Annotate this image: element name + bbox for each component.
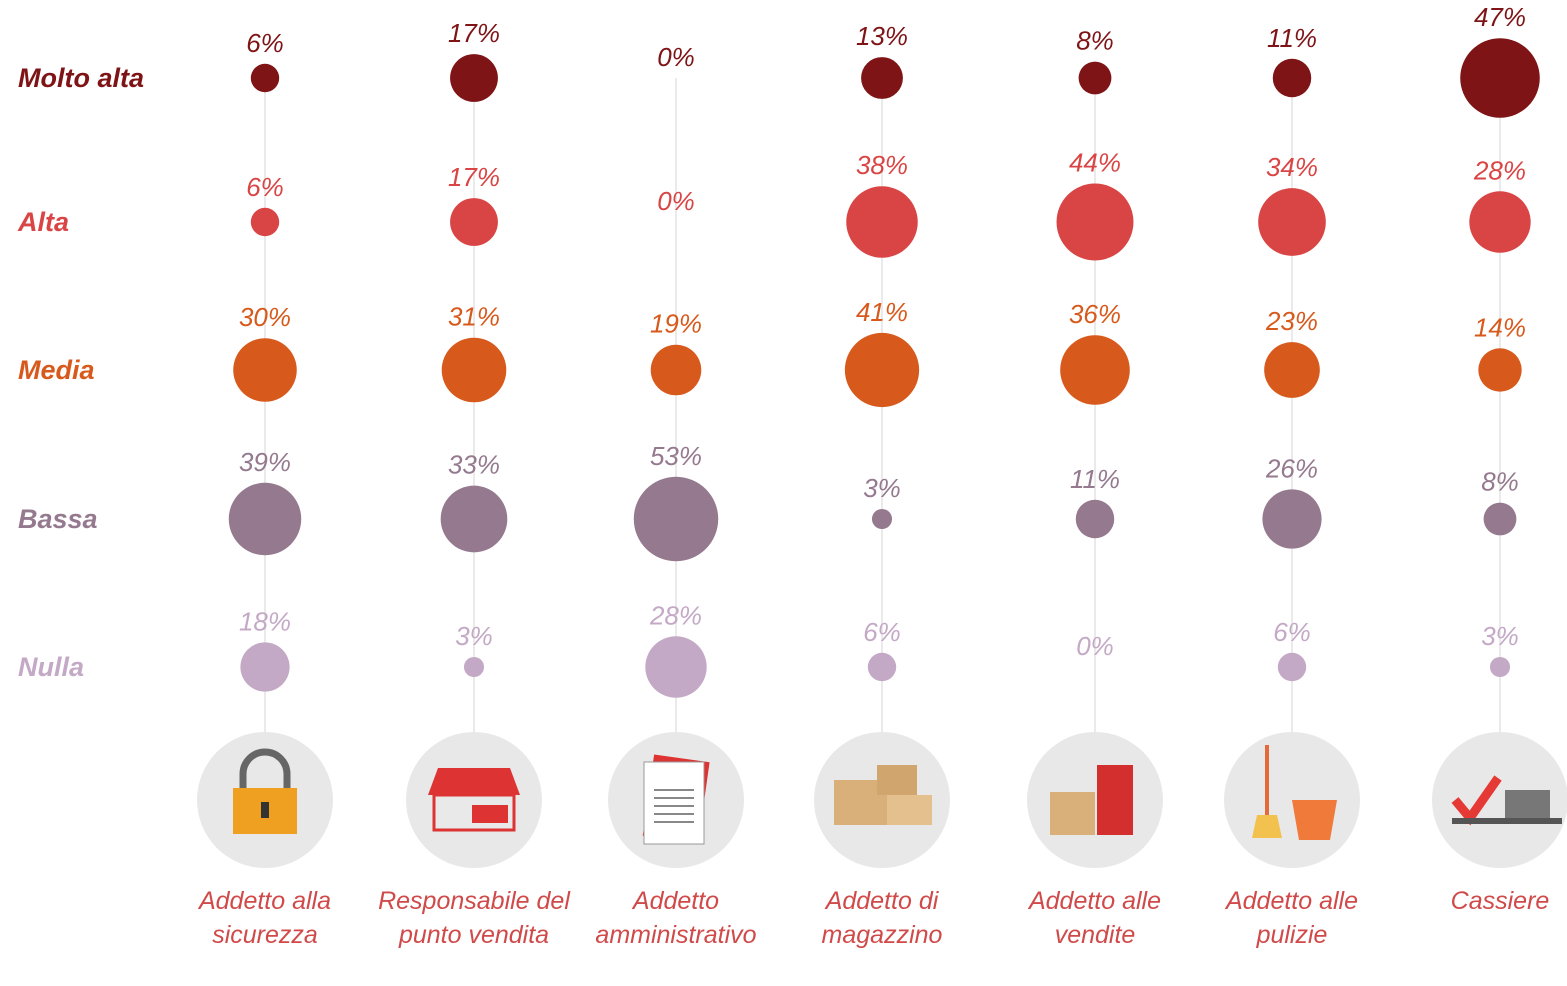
value-label: 11% (1267, 23, 1317, 53)
value-label: 6% (863, 617, 901, 647)
category-label: Addetto alle pulizie (1225, 887, 1359, 949)
bubble (844, 332, 920, 408)
bubble (250, 63, 280, 93)
value-label: 39% (239, 447, 291, 477)
bubble (250, 207, 280, 237)
bubble (1483, 502, 1517, 536)
value-label: 38% (856, 150, 908, 180)
bubble (240, 642, 290, 692)
row-label: Media (18, 355, 95, 385)
value-label: 34% (1266, 152, 1318, 182)
icon (1097, 765, 1133, 835)
value-label: 19% (650, 309, 702, 339)
icon (1252, 815, 1282, 838)
value-label: 17% (448, 162, 500, 192)
value-label: 13% (856, 21, 908, 51)
bubble (450, 54, 498, 102)
bubble (871, 508, 893, 530)
category-label: Addetto di magazzino (821, 887, 943, 949)
category-label: Addetto alla sicurezza (198, 887, 332, 949)
bubble (861, 57, 903, 99)
value-label: 14% (1474, 312, 1526, 342)
value-label: 31% (448, 302, 500, 332)
value-label: 26% (1265, 453, 1318, 483)
bubble (1258, 188, 1326, 256)
bubble (1056, 183, 1134, 261)
bubble (650, 344, 702, 396)
bubble (233, 338, 297, 402)
bubble (1460, 38, 1540, 118)
bubble (645, 636, 707, 698)
value-label: 53% (650, 441, 702, 471)
value-label: 36% (1069, 299, 1121, 329)
category-label: Addetto amministrativo (595, 887, 757, 949)
value-label: 17% (448, 18, 500, 48)
icon (472, 805, 508, 823)
bubble (1478, 348, 1522, 392)
value-label: 8% (1481, 467, 1519, 497)
value-label: 30% (239, 302, 291, 332)
value-label: 0% (1076, 631, 1114, 661)
category-label: Responsabile del punto vendita (378, 887, 570, 949)
value-label: 6% (246, 28, 284, 58)
value-label: 3% (863, 473, 901, 503)
value-label: 3% (455, 621, 493, 651)
bubble (1489, 656, 1511, 678)
value-label: 11% (1070, 464, 1120, 494)
bubble (463, 656, 485, 678)
row-label: Bassa (18, 504, 98, 534)
value-label: 6% (246, 172, 284, 202)
icon (877, 765, 917, 795)
value-label: 0% (657, 42, 695, 72)
value-label: 28% (649, 600, 702, 630)
icon (1505, 790, 1550, 818)
category-label: Addetto alle vendite (1028, 887, 1162, 949)
value-label: 41% (856, 297, 908, 327)
value-label: 8% (1076, 26, 1114, 56)
bubble (1277, 652, 1307, 682)
value-label: 0% (657, 186, 695, 216)
bubble (441, 337, 507, 403)
bubble (1469, 191, 1531, 253)
bubble (1262, 489, 1322, 549)
icon (1452, 818, 1562, 824)
bubble (1075, 499, 1115, 539)
value-label: 18% (239, 606, 291, 636)
value-label: 6% (1273, 617, 1311, 647)
value-label: 23% (1265, 306, 1318, 336)
category-label: Cassiere (1450, 887, 1550, 915)
icon (1292, 800, 1337, 840)
bubble (440, 485, 508, 553)
icon (261, 802, 269, 818)
bubble (228, 482, 302, 556)
value-label: 44% (1069, 148, 1121, 178)
icon (643, 761, 705, 845)
row-label: Nulla (18, 652, 85, 682)
bubble (450, 198, 498, 246)
icon-background (1432, 732, 1567, 868)
value-label: 28% (1473, 155, 1526, 185)
value-label: 33% (448, 450, 500, 480)
bubble (1272, 58, 1312, 98)
bubble (1078, 61, 1112, 95)
icon (239, 748, 291, 788)
bubble (633, 476, 719, 562)
value-label: 3% (1481, 621, 1519, 651)
bubble (867, 652, 897, 682)
icon (428, 768, 520, 795)
icon (887, 795, 932, 825)
value-label: 47% (1474, 2, 1526, 32)
icon (1050, 792, 1095, 835)
row-label: Alta (18, 207, 70, 237)
bubble (1060, 335, 1130, 405)
bubble (1264, 342, 1320, 398)
bubble (846, 186, 918, 258)
row-label: Molto alta (18, 63, 144, 93)
